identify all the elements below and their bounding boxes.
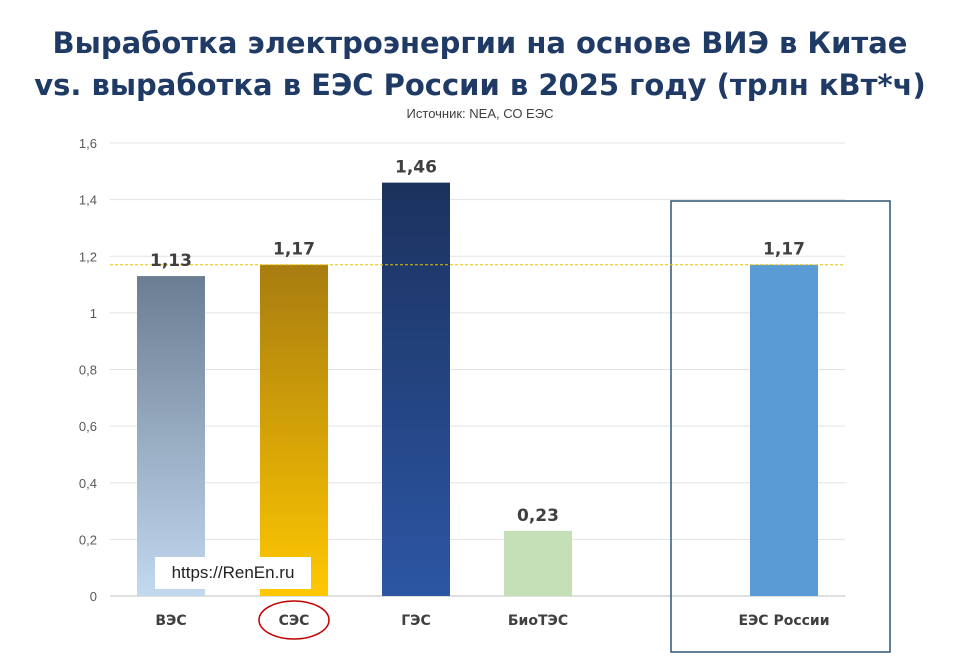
data-label: 0,23: [517, 506, 559, 526]
y-tick-label: 0,4: [79, 476, 97, 491]
bar: [750, 264, 818, 596]
y-tick-label: 1,4: [79, 193, 97, 208]
x-tick-label: ВЭС: [155, 613, 186, 629]
highlight-box: [670, 200, 891, 653]
y-tick-label: 0,2: [79, 532, 97, 547]
circle-highlight: [258, 600, 330, 640]
x-tick-label: ЕЭС России: [738, 613, 829, 629]
y-tick-label: 1,2: [79, 249, 97, 264]
bar: [260, 264, 328, 596]
bar: [137, 276, 205, 596]
y-tick-label: 0,8: [79, 363, 97, 378]
x-tick-label: БиоТЭС: [508, 613, 568, 629]
y-tick-label: 0,6: [79, 419, 97, 434]
chart-title: Выработка электроэнергии на основе ВИЭ в…: [0, 22, 960, 106]
y-tick-label: 0: [90, 589, 97, 604]
data-label: 1,13: [150, 251, 192, 271]
bar: [504, 530, 572, 596]
watermark-url: https://RenEn.ru: [155, 557, 311, 589]
data-label: 1,46: [395, 158, 437, 178]
title-line-1: Выработка электроэнергии на основе ВИЭ в…: [52, 26, 908, 60]
x-tick-label: ГЭС: [401, 613, 430, 629]
data-label: 1,17: [763, 240, 805, 260]
data-label: 1,17: [273, 240, 315, 260]
title-line-2: vs. выработка в ЕЭС России в 2025 году (…: [34, 68, 926, 102]
y-tick-label: 1,6: [79, 136, 97, 151]
x-tick-label: СЭС: [279, 613, 310, 629]
chart-source: Источник: NEA, СО ЕЭС: [406, 106, 554, 121]
bar: [382, 182, 450, 596]
y-tick-label: 1: [90, 306, 97, 321]
